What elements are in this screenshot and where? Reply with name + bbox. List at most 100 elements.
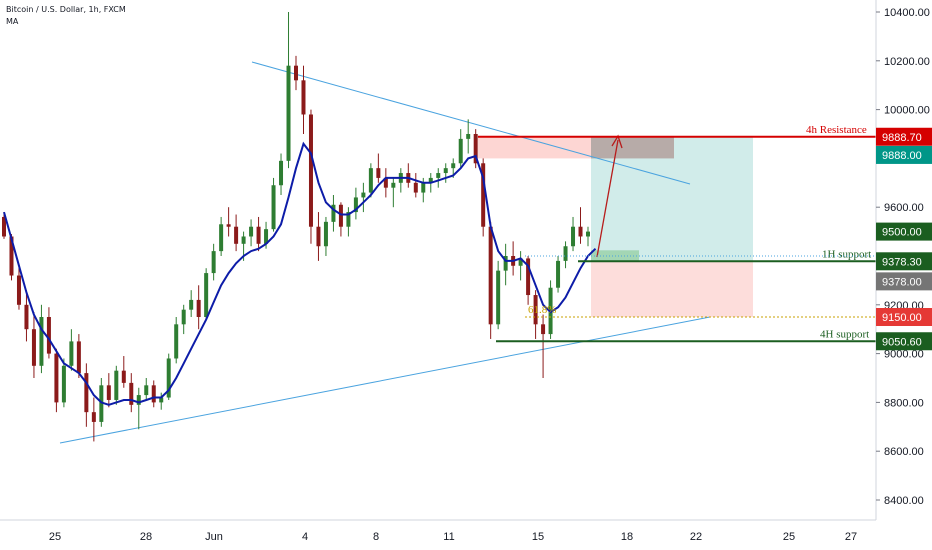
trade-zones [478, 136, 753, 317]
candle-body [249, 226, 254, 237]
candle-body [451, 163, 456, 169]
candle-body [413, 182, 418, 193]
candles [2, 12, 590, 442]
candle-body [428, 177, 433, 183]
price-tag [876, 127, 932, 146]
price-tag-label: 9888.70 [882, 132, 922, 144]
x-tick-label: 27 [845, 531, 857, 543]
x-tick-label: 4 [302, 531, 308, 543]
candle-body [443, 168, 448, 174]
y-tick-label: 9000.00 [884, 349, 924, 361]
level-label: 4H support [820, 328, 869, 340]
indicator-label: MA [6, 17, 19, 26]
candle-body [196, 299, 201, 317]
candle-body [99, 385, 104, 422]
candle-body [16, 275, 21, 305]
candle-body [264, 229, 269, 244]
candle-body [473, 134, 478, 164]
candle-body [421, 182, 426, 193]
candle-body [518, 258, 523, 266]
candle-body [503, 256, 508, 271]
entry-box [591, 136, 674, 159]
candle-body [376, 168, 381, 178]
candle-body [54, 353, 59, 403]
level-label: 4h Resistance [806, 124, 867, 136]
x-tick-label: 8 [373, 531, 379, 543]
candle-body [346, 212, 351, 227]
candle-body [9, 236, 14, 276]
upper-trendline [251, 61, 691, 185]
x-tick-label: 28 [140, 531, 152, 543]
candle-body [391, 182, 396, 188]
candle-body [24, 304, 29, 330]
candle-body [338, 204, 343, 227]
y-tick-label: 8600.00 [884, 446, 924, 458]
candle-body [211, 251, 216, 274]
level-label: 61.8% [528, 304, 556, 316]
lower-trendline [59, 316, 711, 444]
price-tag [876, 308, 932, 326]
candle-body [76, 341, 81, 374]
candle-body [571, 226, 576, 247]
candle-body [181, 309, 186, 325]
x-tick-label: 15 [532, 531, 544, 543]
stop-zone [591, 261, 753, 317]
candle-body [159, 397, 164, 403]
candle-body [204, 273, 209, 317]
y-tick-label: 10000.00 [884, 105, 930, 117]
x-tick-label: 22 [690, 531, 702, 543]
candle-body [466, 134, 471, 139]
chart-title: Bitcoin / U.S. Dollar, 1h, FXCM [6, 5, 126, 14]
candle-body [114, 370, 119, 400]
candle-body [526, 258, 531, 296]
candle-body [69, 341, 74, 366]
candle-body [481, 163, 486, 227]
price-tag-label: 9888.00 [882, 150, 922, 162]
candle-body [316, 226, 321, 247]
candle-body [323, 221, 328, 247]
candle-body [106, 385, 111, 400]
y-tick-label: 10400.00 [884, 7, 930, 19]
candle-body [353, 197, 358, 213]
candle-body [144, 385, 149, 396]
candle-body [279, 160, 284, 186]
price-tag-label: 9378.00 [882, 276, 922, 288]
candle-body [46, 317, 51, 354]
x-tick-label: Jun [205, 531, 223, 543]
y-tick-label: 8800.00 [884, 397, 924, 409]
candle-body [294, 65, 298, 81]
candle-body [241, 236, 246, 244]
price-tag-label: 9500.00 [882, 227, 922, 239]
price-tag-label: 9050.60 [882, 336, 922, 348]
candle-body [458, 138, 463, 164]
candle-body [219, 224, 224, 252]
candle-body [301, 80, 306, 115]
candle-body [91, 412, 96, 422]
price-axis: 8400.008600.008800.009000.009200.009400.… [875, 0, 932, 520]
candle-body [174, 324, 179, 359]
moving-average [3, 134, 623, 406]
price-tag-label: 9378.30 [882, 256, 922, 268]
price-levels: 4h Resistance 1H support 4H support 61.8% [478, 124, 876, 343]
candle-body [436, 173, 441, 178]
target-zone [591, 136, 753, 262]
candle-body [166, 358, 171, 398]
candle-body [151, 385, 156, 403]
candle-body [331, 204, 336, 222]
candle-body [129, 382, 134, 405]
candle-body [189, 299, 194, 310]
candle-body [234, 226, 239, 244]
candle-body [308, 114, 313, 227]
price-tag [876, 222, 932, 241]
candle-body [61, 365, 66, 403]
trendlines [59, 61, 711, 444]
candle-body [31, 329, 36, 366]
price-tag-label: 9150.00 [882, 312, 922, 324]
candle-body [533, 295, 538, 325]
candle-body [586, 231, 590, 237]
y-tick-label: 10200.00 [884, 56, 930, 68]
candle-body [541, 324, 546, 335]
x-tick-label: 18 [621, 531, 633, 543]
candle-body [383, 177, 388, 188]
